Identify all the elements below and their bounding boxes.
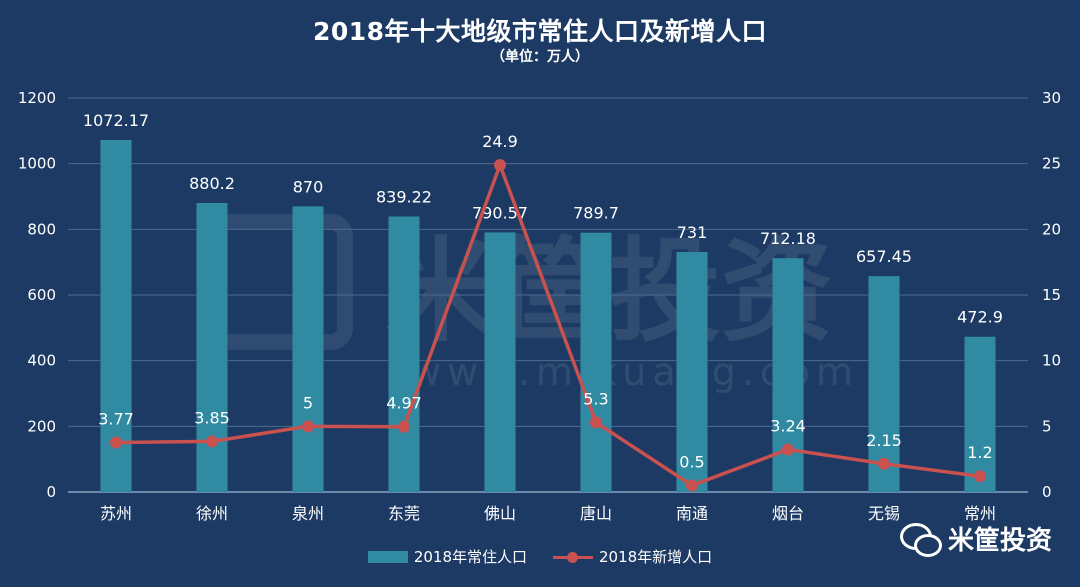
bar xyxy=(100,139,132,492)
line-point xyxy=(110,436,122,449)
line-point xyxy=(494,158,506,171)
line-point xyxy=(974,470,986,483)
line-value-label: 5.3 xyxy=(583,389,608,408)
right-tick-label: 5 xyxy=(1042,417,1052,435)
bar-value-label: 1072.17 xyxy=(83,111,149,130)
bar-series xyxy=(100,139,996,493)
legend-label-increase: 2018年新增人口 xyxy=(599,548,713,566)
bar xyxy=(772,258,804,492)
line-point xyxy=(590,416,602,429)
left-axis: 0 200 400 600 800 1000 1200 xyxy=(18,89,56,501)
right-tick-label: 15 xyxy=(1042,286,1061,304)
line-value-label: 2.15 xyxy=(866,431,902,450)
line-point xyxy=(398,420,410,433)
left-tick-label: 400 xyxy=(27,352,56,370)
bar xyxy=(868,276,900,492)
x-tick-label: 徐州 xyxy=(196,504,228,523)
bar xyxy=(196,203,228,492)
bar xyxy=(484,232,516,493)
line-point xyxy=(878,457,890,470)
bar-value-label: 789.7 xyxy=(573,204,619,223)
right-tick-label: 25 xyxy=(1042,155,1061,173)
x-tick-label: 无锡 xyxy=(868,504,900,523)
line-value-label: 3.77 xyxy=(98,409,134,428)
category-axis: 苏州 徐州 泉州 东莞 佛山 唐山 南通 烟台 无锡 常州 xyxy=(100,504,996,523)
x-tick-label: 烟台 xyxy=(772,504,804,523)
x-tick-label: 佛山 xyxy=(484,504,516,523)
line-point xyxy=(782,443,794,456)
x-tick-label: 东莞 xyxy=(388,504,420,523)
bar xyxy=(964,336,996,492)
bar-value-label: 712.18 xyxy=(760,229,816,248)
right-tick-label: 0 xyxy=(1042,483,1052,501)
right-tick-label: 20 xyxy=(1042,220,1061,238)
legend-item-increase: 2018年新增人口 xyxy=(553,546,712,567)
x-tick-label: 苏州 xyxy=(100,504,132,523)
line-value-labels: 3.77 3.85 5 4.97 24.9 5.3 0.5 3.24 2.15 1.2 xyxy=(98,132,993,471)
x-tick-label: 泉州 xyxy=(292,504,324,523)
line-value-label: 0.5 xyxy=(679,452,704,471)
line-value-label: 4.97 xyxy=(386,394,422,413)
line-series xyxy=(110,158,986,492)
x-tick-label: 常州 xyxy=(964,504,996,523)
bar-value-label: 839.22 xyxy=(376,187,432,206)
line-point xyxy=(686,479,698,492)
bar-value-label: 870 xyxy=(293,177,324,196)
bar xyxy=(580,232,612,493)
chart-title: 2018年十大地级市常住人口及新增人口 xyxy=(312,17,768,46)
bar-value-label: 880.2 xyxy=(189,174,235,193)
left-tick-label: 1000 xyxy=(18,155,56,173)
line-value-label: 24.9 xyxy=(482,132,518,151)
x-tick-label: 南通 xyxy=(676,504,708,523)
bar xyxy=(676,251,708,492)
right-tick-label: 10 xyxy=(1042,352,1061,370)
x-tick-label: 唐山 xyxy=(580,504,612,523)
right-tick-label: 30 xyxy=(1042,89,1061,107)
brand-badge: 米筐投资 xyxy=(899,520,1052,557)
line-point xyxy=(206,435,218,448)
chart-subtitle: （单位：万人） xyxy=(491,49,589,65)
right-axis: 0 5 10 15 20 25 30 xyxy=(1042,89,1061,501)
bar xyxy=(292,206,324,492)
bar-value-label: 657.45 xyxy=(856,247,912,266)
line-path xyxy=(115,163,981,488)
legend-label-population: 2018年常住人口 xyxy=(413,548,527,566)
left-tick-label: 0 xyxy=(46,483,56,501)
bar xyxy=(388,216,420,492)
legend-bar-swatch xyxy=(367,550,408,563)
bar-value-label: 472.9 xyxy=(957,308,1003,327)
line-point xyxy=(302,420,314,433)
left-tick-label: 600 xyxy=(27,286,56,304)
watermark-logo xyxy=(207,214,353,350)
line-value-label: 5 xyxy=(303,393,313,412)
bar-value-label: 731 xyxy=(677,223,708,242)
legend-item-population: 2018年常住人口 xyxy=(367,546,527,567)
line-value-label: 1.2 xyxy=(967,443,992,462)
line-value-label: 3.24 xyxy=(770,416,806,435)
line-value-label: 3.85 xyxy=(194,408,230,427)
left-tick-label: 200 xyxy=(27,417,56,435)
legend: 2018年常住人口 2018年新增人口 xyxy=(0,546,1080,567)
left-tick-label: 800 xyxy=(27,220,56,238)
brand-name: 米筐投资 xyxy=(947,526,1052,556)
left-tick-label: 1200 xyxy=(18,89,56,107)
wechat-icon xyxy=(899,522,942,557)
legend-line-swatch xyxy=(553,551,593,563)
